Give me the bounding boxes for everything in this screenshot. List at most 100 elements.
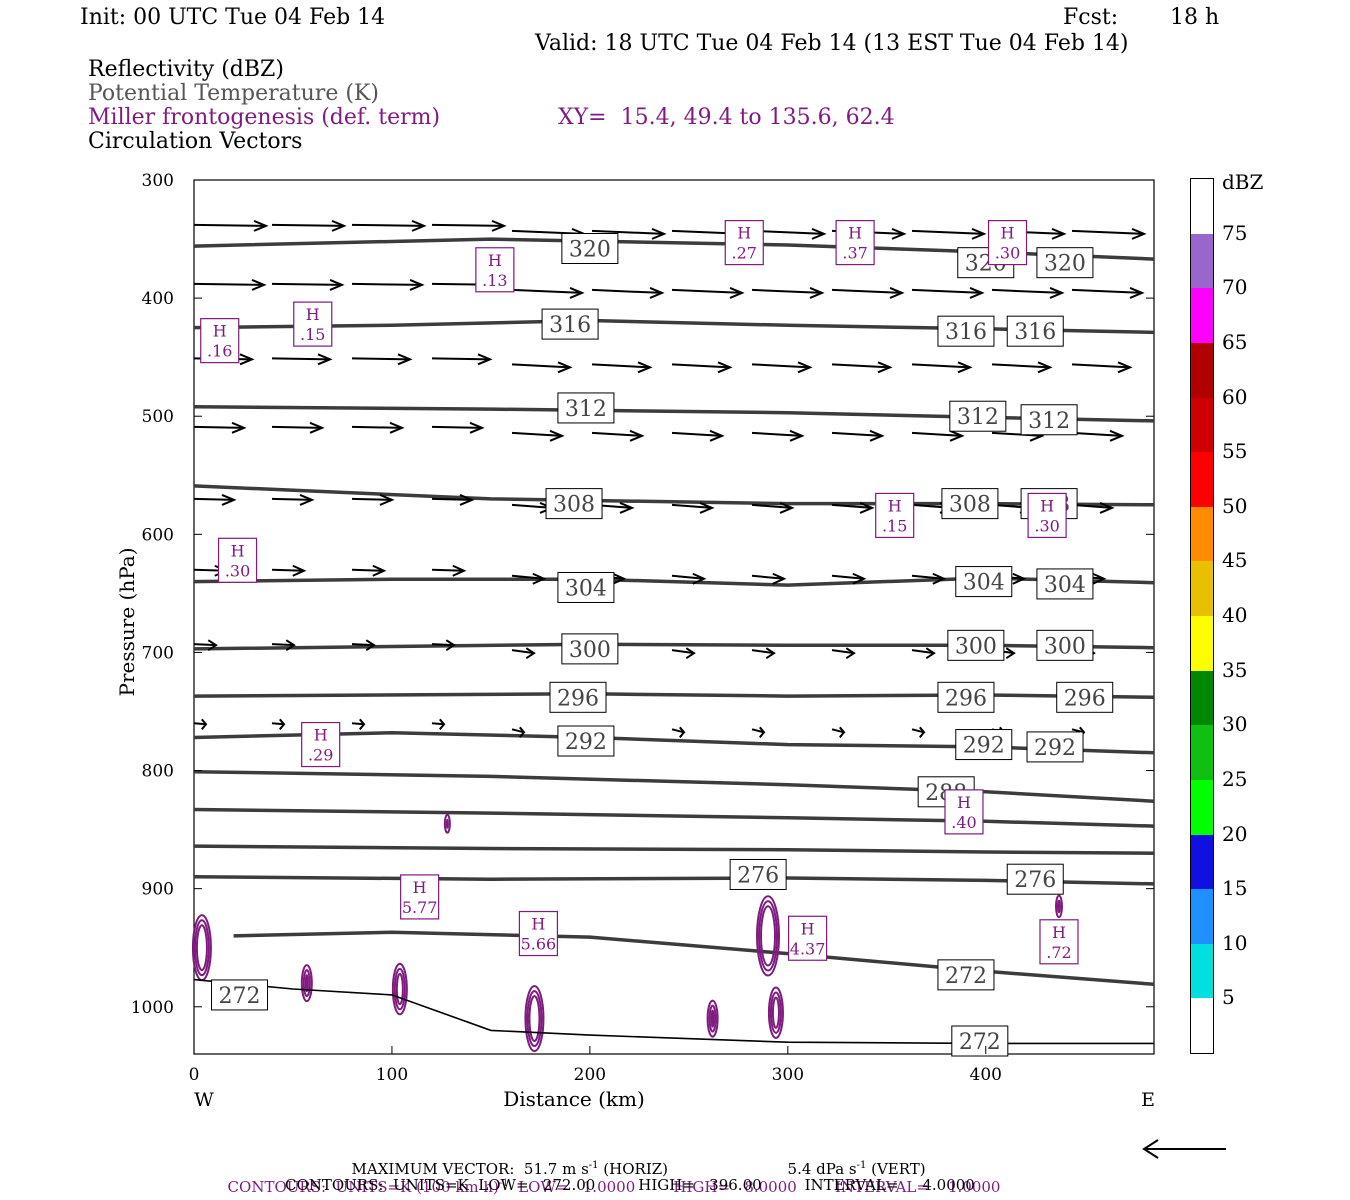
circulation-vector	[831, 728, 845, 734]
y-axis-title: Pressure (hPa)	[115, 548, 139, 697]
theta-label-300: 300	[569, 638, 611, 663]
x-tick-label: 0	[189, 1065, 200, 1085]
circulation-vector	[271, 223, 345, 227]
circulation-vector-head	[692, 572, 707, 585]
fronto-max-box	[518, 910, 559, 957]
circulation-vector	[351, 568, 385, 572]
x-tick-label: 400	[970, 1065, 1002, 1085]
circulation-vector-head	[1037, 361, 1053, 374]
fronto-max-box	[835, 219, 875, 266]
colorbar-segment	[1191, 506, 1213, 562]
theta-label-276: 276	[737, 863, 779, 888]
fronto-max-value: .27	[732, 244, 757, 263]
fronto-max-value: .72	[1046, 943, 1071, 962]
contours1-exp: -1	[498, 1178, 509, 1189]
theta-label-292: 292	[1034, 736, 1076, 761]
circulation-vector	[351, 282, 423, 286]
theta-label-box	[557, 571, 615, 603]
circulation-vector	[511, 728, 525, 734]
plot-frame	[193, 179, 1155, 1055]
fronto-max-value: 5.66	[521, 935, 557, 954]
colorbar-unit: dBZ	[1222, 170, 1264, 194]
circulation-vector-head	[397, 353, 413, 366]
circulation-vector	[751, 649, 775, 655]
frontogenesis-contour	[756, 895, 781, 977]
circulation-vector-head	[839, 726, 846, 738]
circulation-vector-head	[491, 219, 507, 232]
fronto-max-box	[788, 915, 828, 961]
circulation-vector	[591, 288, 663, 294]
circulation-vector-head	[891, 227, 907, 240]
circulation-vector	[351, 425, 403, 429]
circulation-vector	[1071, 503, 1113, 509]
fronto-max-value: .37	[842, 244, 867, 263]
circulation-vector-head	[759, 726, 766, 738]
max-vector-horiz: MAXIMUM VECTOR: 51.7 m s	[351, 1160, 589, 1178]
circulation-vector	[271, 357, 331, 361]
y-tick-label: 600	[142, 525, 174, 545]
theta-contour-300	[193, 642, 1155, 651]
theta-label-box	[541, 308, 599, 340]
y-tick-label: 1000	[131, 998, 174, 1018]
circulation-vector-head	[292, 564, 307, 577]
theta-label-300: 300	[955, 634, 997, 659]
fronto-max-box	[200, 318, 240, 364]
circulation-vector	[591, 229, 665, 235]
colorbar-segment	[1191, 342, 1213, 398]
theta-label-308: 308	[553, 493, 595, 518]
fronto-max-box	[400, 874, 440, 920]
circulation-vector-head	[379, 493, 395, 506]
circulation-vector-head	[285, 639, 296, 652]
circulation-vector-head	[1109, 429, 1125, 442]
circulation-vector-head	[372, 564, 387, 577]
colorbar-level-5: 5	[1222, 985, 1235, 1010]
frontogenesis-contour	[758, 900, 779, 972]
circulation-vector	[591, 363, 651, 369]
colorbar-level-55: 55	[1222, 439, 1248, 464]
circulation-vector	[751, 363, 811, 369]
y-tick-label: 500	[142, 407, 174, 427]
circulation-vector-head	[1049, 287, 1065, 299]
circulation-vector-head	[439, 718, 446, 730]
theta-label-box	[1036, 568, 1094, 600]
max-vector-vert-tail: (VERT)	[866, 1160, 926, 1178]
theta-label-box	[1006, 315, 1064, 347]
theta-label-320: 320	[569, 238, 611, 263]
theta-label-276: 276	[1014, 868, 1056, 893]
fronto-max-value: .13	[482, 271, 507, 290]
circulation-vector	[751, 728, 765, 734]
theta-label-304: 304	[963, 571, 1005, 596]
theta-label-292: 292	[565, 730, 607, 755]
circulation-vector	[271, 282, 343, 286]
circulation-vector-head	[409, 279, 425, 291]
colorbar-segment	[1191, 888, 1213, 944]
circulation-vector-head	[221, 493, 237, 506]
colorbar-segment	[1191, 834, 1213, 890]
terrain-line	[193, 978, 1154, 1045]
circulation-vector	[511, 363, 571, 369]
reflectivity-colorbar	[1190, 178, 1214, 1054]
circulation-vector-head	[389, 421, 405, 434]
colorbar-level-50: 50	[1222, 493, 1248, 518]
circulation-vector	[431, 497, 473, 501]
x-west-label: W	[194, 1089, 214, 1111]
theta-label-box	[1020, 404, 1078, 436]
circulation-vector-head	[299, 493, 315, 506]
circulation-vector	[193, 282, 265, 286]
circulation-vector-head	[445, 639, 456, 652]
circulation-vector	[671, 363, 731, 369]
fronto-max-label: H	[1040, 496, 1054, 515]
max-vector-horiz-exp: -1	[588, 1160, 599, 1171]
fronto-max-value: 4.37	[790, 939, 826, 958]
theta-label-320: 320	[1044, 252, 1086, 277]
theta-label-272: 272	[945, 964, 987, 989]
circulation-vector-head	[789, 429, 805, 442]
theta-label-312: 312	[957, 405, 999, 430]
circulation-vector	[911, 649, 935, 655]
circulation-vector	[671, 574, 705, 580]
theta-contour-280	[193, 844, 1155, 855]
frontogenesis-contour	[195, 924, 208, 972]
circulation-vector-head	[331, 219, 347, 232]
theta-contour-284	[193, 807, 1155, 828]
fronto-max-box	[217, 537, 258, 583]
